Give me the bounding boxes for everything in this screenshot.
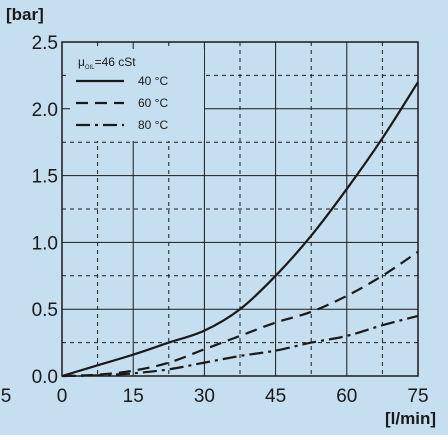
legend-label-2: 60 °C (138, 96, 168, 110)
series-layer (61, 81, 419, 378)
y-tick-label: 2.5 (32, 33, 58, 54)
y-tick-label: 1.5 (32, 167, 58, 188)
legend-header-value: =46 cSt (95, 55, 137, 69)
x-tick-label: 30 (194, 386, 215, 407)
legend-label-3: 80 °C (138, 118, 168, 132)
x-axis-label: [l/min] (385, 409, 436, 428)
plot-border (61, 41, 419, 377)
axis-layer: 0 15 30 45 60 75 0.0 0.5 1.0 1.5 2.0 2.5 (32, 33, 429, 407)
y-tick-label: 1.0 (32, 233, 58, 254)
series-line-2 (61, 250, 419, 378)
x-tick-label: 45 (265, 386, 286, 407)
series-line-1 (61, 81, 419, 378)
legend-header-subscript: OIL (85, 65, 95, 71)
y-axis-label: [bar] (6, 5, 44, 24)
x-tick-label: 15 (123, 386, 144, 407)
x-tick-label: 60 (336, 386, 357, 407)
legend-label-1: 40 °C (138, 74, 168, 88)
legend-header: μOIL=46 cSt (78, 55, 136, 71)
legend-header-symbol: μ (78, 55, 85, 69)
legend: μOIL=46 cSt 40 °C 60 °C 80 °C (70, 49, 204, 141)
x-tick-label-cropped: 5 (1, 386, 12, 407)
series-line-3 (61, 314, 419, 378)
y-tick-label: 0.5 (32, 300, 58, 321)
x-tick-label: 75 (407, 386, 428, 407)
y-tick-label: 2.0 (32, 100, 58, 121)
y-tick-label: 0.0 (32, 367, 58, 388)
x-tick-label: 0 (57, 386, 68, 407)
legend-box (70, 49, 204, 141)
